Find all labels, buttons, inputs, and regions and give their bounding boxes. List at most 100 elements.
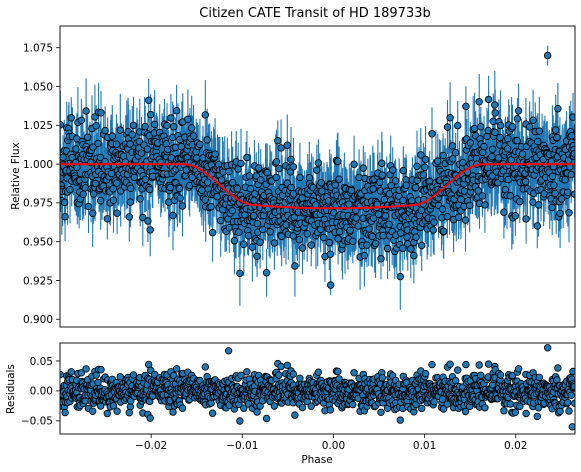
flux-point (529, 116, 537, 124)
residuals-y-tick-label: −0.05 (21, 416, 53, 428)
flux-point (169, 211, 177, 220)
flux-point (83, 133, 92, 141)
residuals-axes-frame (59, 342, 576, 435)
flux-point (150, 120, 159, 129)
flux-point (79, 190, 87, 198)
flux-point (314, 159, 323, 167)
flux-point (125, 213, 133, 221)
flux-point (126, 198, 135, 206)
flux-point (141, 175, 150, 183)
flux-point (561, 176, 569, 184)
flux-point (412, 233, 420, 241)
flux-point (325, 238, 333, 247)
flux-point (318, 187, 326, 195)
flux-point (370, 214, 378, 222)
flux-point (440, 227, 448, 235)
residuals-y-tick-label: 0.05 (30, 356, 53, 368)
flux-point (296, 173, 304, 182)
flux-point (396, 272, 404, 281)
flux-point (141, 122, 149, 131)
flux-point (72, 145, 80, 153)
residual-point (481, 404, 489, 412)
flux-point (167, 114, 175, 122)
flux-point (73, 163, 81, 172)
residual-point (554, 364, 562, 372)
flux-point (570, 150, 575, 158)
flux-point (419, 171, 428, 179)
flux-point (354, 222, 362, 230)
residual-point (428, 360, 436, 369)
flux-point (407, 245, 415, 253)
flux-point (145, 185, 154, 194)
flux-point (211, 150, 219, 158)
flux-point (568, 132, 575, 140)
flux-point (217, 176, 226, 184)
flux-point (500, 208, 508, 216)
flux-point (466, 139, 474, 147)
residual-point (113, 407, 121, 415)
flux-point (387, 181, 395, 190)
flux-point (317, 179, 325, 187)
flux-point (144, 96, 153, 104)
flux-point (428, 130, 436, 138)
flux-point (533, 222, 541, 230)
flux-y-tick-label: 0.900 (23, 314, 53, 326)
flux-point (251, 190, 259, 198)
phase-x-tick-label: −0.02 (135, 440, 167, 452)
flux-point (257, 176, 265, 184)
residual-point (129, 371, 138, 379)
flux-point (421, 155, 430, 164)
flux-point (506, 192, 514, 200)
flux-point (176, 194, 184, 202)
residual-point (150, 370, 159, 379)
residual-point (477, 371, 485, 379)
flux-point (283, 141, 291, 149)
flux-point (474, 187, 482, 195)
flux-point (381, 211, 390, 220)
flux-point (289, 163, 298, 171)
flux-point (352, 214, 360, 222)
flux-point (109, 196, 118, 204)
flux-point (403, 233, 411, 241)
flux-point (413, 162, 421, 170)
flux-point (478, 192, 487, 200)
flux-point (399, 166, 407, 175)
flux-y-axis-label: Relative Flux (10, 142, 22, 210)
flux-point (511, 212, 520, 220)
flux-point (272, 173, 280, 181)
flux-point (259, 225, 267, 234)
flux-point (178, 202, 187, 210)
flux-point (143, 145, 152, 153)
flux-point (534, 201, 543, 209)
flux-point (207, 202, 215, 211)
flux-point (146, 110, 155, 119)
flux-point (320, 233, 328, 242)
flux-y-tick-label: 1.075 (23, 43, 53, 55)
flux-point (303, 230, 311, 238)
residual-point (283, 361, 291, 369)
flux-point (347, 186, 356, 195)
flux-point (298, 194, 306, 202)
flux-point (94, 139, 102, 148)
residual-point (418, 404, 426, 413)
flux-point (514, 107, 523, 115)
flux-point (266, 228, 274, 236)
flux-point (67, 114, 75, 122)
residual-point (208, 409, 217, 417)
residual-point (237, 371, 245, 379)
residual-point (109, 402, 118, 410)
flux-point (369, 185, 377, 193)
flux-point (350, 160, 358, 168)
residual-point (298, 403, 307, 412)
residual-outlier-point (224, 347, 233, 355)
flux-point (60, 153, 67, 161)
flux-point (360, 251, 369, 260)
flux-point (107, 169, 116, 178)
flux-point (139, 213, 147, 222)
flux-point (470, 124, 479, 133)
flux-point (535, 127, 543, 135)
flux-point (192, 154, 201, 162)
flux-point (237, 159, 245, 168)
flux-point (548, 172, 557, 180)
